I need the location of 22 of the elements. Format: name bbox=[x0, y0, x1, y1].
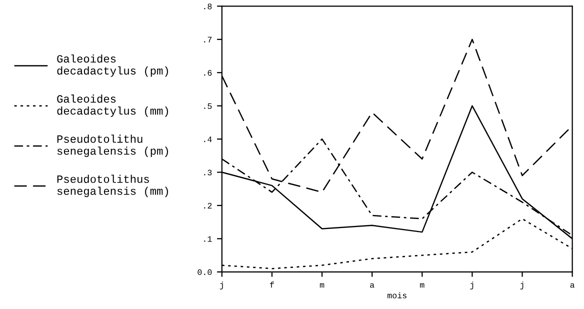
legend-label: Pseudotolithus senegalensis (mm) bbox=[57, 174, 168, 198]
x-tick-label: m bbox=[320, 283, 324, 288]
x-tick-label: j bbox=[220, 282, 223, 290]
y-tick-label: .8 bbox=[204, 4, 212, 10]
y-tick-label: .5 bbox=[204, 103, 212, 109]
x-tick-label: m bbox=[420, 283, 424, 288]
legend-label: Galeoides decadactylus (mm) bbox=[57, 94, 168, 117]
y-tick-label: .2 bbox=[204, 202, 212, 209]
x-tick-label: f bbox=[270, 282, 274, 288]
x-tick-label: j bbox=[470, 282, 474, 290]
y-tick-label: .6 bbox=[204, 70, 212, 76]
y-tick-label: .7 bbox=[204, 36, 212, 42]
legend-label: Galeoides decadactylus (pm) bbox=[57, 54, 168, 77]
x-axis-title: mois bbox=[388, 292, 406, 298]
x-tick-label: a bbox=[570, 283, 575, 288]
y-tick-label: .1 bbox=[204, 236, 212, 242]
y-tick-label: 0.0 bbox=[198, 269, 212, 276]
y-tick-label: .4 bbox=[204, 136, 212, 142]
x-tick-label: a bbox=[370, 283, 374, 288]
y-tick-label: .3 bbox=[204, 170, 212, 176]
x-tick-label: j bbox=[520, 282, 524, 290]
legend-label: Pseudotolithu senegalensis (pm) bbox=[57, 134, 168, 157]
